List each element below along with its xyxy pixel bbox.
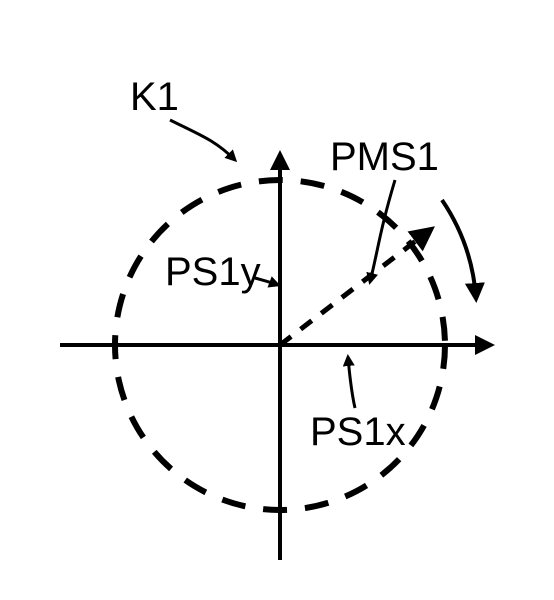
pms1-leader (370, 180, 395, 282)
ps1x-leader (348, 357, 355, 408)
label-ps1y: PS1y (165, 250, 261, 294)
label-ps1x: PS1x (310, 410, 406, 454)
pms1-vector (280, 230, 430, 345)
vector-diagram: K1 PMS1 PS1y PS1x (0, 0, 554, 600)
label-k1: K1 (130, 75, 179, 119)
label-pms1: PMS1 (330, 135, 439, 179)
arc-arrow (442, 200, 476, 298)
k1-leader (170, 120, 235, 160)
